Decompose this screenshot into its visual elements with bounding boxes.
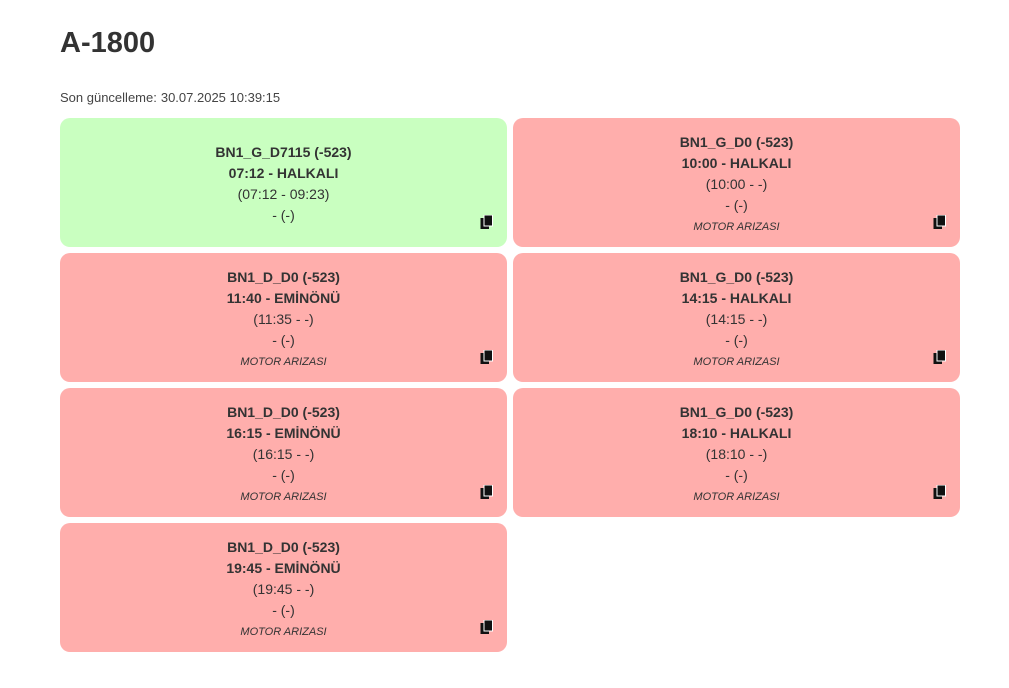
trip-time-window: (16:15 - -) bbox=[252, 445, 315, 462]
trip-time-window: (19:45 - -) bbox=[252, 580, 315, 597]
trip-time-window: (14:15 - -) bbox=[705, 310, 768, 327]
trip-time-window: (11:35 - -) bbox=[253, 310, 314, 327]
trip-code: BN1_D_D0 (-523) bbox=[227, 403, 340, 420]
trip-code: BN1_D_D0 (-523) bbox=[227, 538, 340, 555]
trip-status-note: MOTOR ARIZASI bbox=[693, 220, 780, 233]
trip-departure: 11:40 - EMİNÖNÜ bbox=[226, 289, 341, 306]
trip-code: BN1_G_D0 (-523) bbox=[679, 133, 794, 150]
trip-departure: 19:45 - EMİNÖNÜ bbox=[226, 559, 341, 576]
trip-status-note: MOTOR ARIZASI bbox=[693, 355, 780, 368]
last-updated: Son güncelleme: 30.07.2025 10:39:15 bbox=[60, 89, 280, 106]
trip-card[interactable]: BN1_D_D0 (-523) 11:40 - EMİNÖNÜ (11:35 -… bbox=[60, 253, 507, 382]
page-title: A-1800 bbox=[60, 27, 156, 59]
trip-status-note: MOTOR ARIZASI bbox=[240, 355, 327, 368]
trip-departure: 18:10 - HALKALI bbox=[681, 424, 792, 441]
copy-icon[interactable] bbox=[933, 485, 947, 500]
trip-code: BN1_G_D7115 (-523) bbox=[215, 143, 352, 160]
trip-departure: 16:15 - EMİNÖNÜ bbox=[226, 424, 341, 441]
trip-status-note: MOTOR ARIZASI bbox=[240, 625, 327, 638]
copy-icon[interactable] bbox=[480, 215, 494, 230]
trip-time-window: (07:12 - 09:23) bbox=[237, 185, 330, 202]
trip-card[interactable]: BN1_D_D0 (-523) 19:45 - EMİNÖNÜ (19:45 -… bbox=[60, 523, 507, 652]
trip-status-note: MOTOR ARIZASI bbox=[693, 490, 780, 503]
last-updated-value: 30.07.2025 10:39:15 bbox=[160, 90, 281, 105]
copy-icon[interactable] bbox=[480, 620, 494, 635]
trip-card[interactable]: BN1_G_D0 (-523) 18:10 - HALKALI (18:10 -… bbox=[513, 388, 960, 517]
trip-code: BN1_G_D0 (-523) bbox=[679, 403, 794, 420]
copy-icon[interactable] bbox=[480, 350, 494, 365]
trip-time-window: (18:10 - -) bbox=[705, 445, 768, 462]
trip-code: BN1_D_D0 (-523) bbox=[227, 268, 340, 285]
trip-card[interactable]: BN1_G_D7115 (-523) 07:12 - HALKALI (07:1… bbox=[60, 118, 507, 247]
trip-extra: - (-) bbox=[725, 466, 748, 483]
trip-departure: 10:00 - HALKALI bbox=[681, 154, 792, 171]
trip-extra: - (-) bbox=[272, 331, 295, 348]
trip-extra: - (-) bbox=[272, 601, 295, 618]
trip-extra: - (-) bbox=[725, 196, 748, 213]
trip-extra: - (-) bbox=[272, 466, 295, 483]
trip-card[interactable]: BN1_D_D0 (-523) 16:15 - EMİNÖNÜ (16:15 -… bbox=[60, 388, 507, 517]
trip-status-note: MOTOR ARIZASI bbox=[240, 490, 327, 503]
trip-departure: 14:15 - HALKALI bbox=[681, 289, 792, 306]
trip-extra: - (-) bbox=[725, 331, 748, 348]
last-updated-label: Son güncelleme: bbox=[60, 90, 157, 105]
copy-icon[interactable] bbox=[933, 350, 947, 365]
trip-code: BN1_G_D0 (-523) bbox=[679, 268, 794, 285]
trip-card[interactable]: BN1_G_D0 (-523) 14:15 - HALKALI (14:15 -… bbox=[513, 253, 960, 382]
copy-icon[interactable] bbox=[933, 215, 947, 230]
trip-card-grid: BN1_G_D7115 (-523) 07:12 - HALKALI (07:1… bbox=[60, 118, 960, 652]
trip-extra: - (-) bbox=[272, 206, 295, 223]
copy-icon[interactable] bbox=[480, 485, 494, 500]
trip-time-window: (10:00 - -) bbox=[705, 175, 768, 192]
trip-departure: 07:12 - HALKALI bbox=[228, 164, 339, 181]
trip-card[interactable]: BN1_G_D0 (-523) 10:00 - HALKALI (10:00 -… bbox=[513, 118, 960, 247]
